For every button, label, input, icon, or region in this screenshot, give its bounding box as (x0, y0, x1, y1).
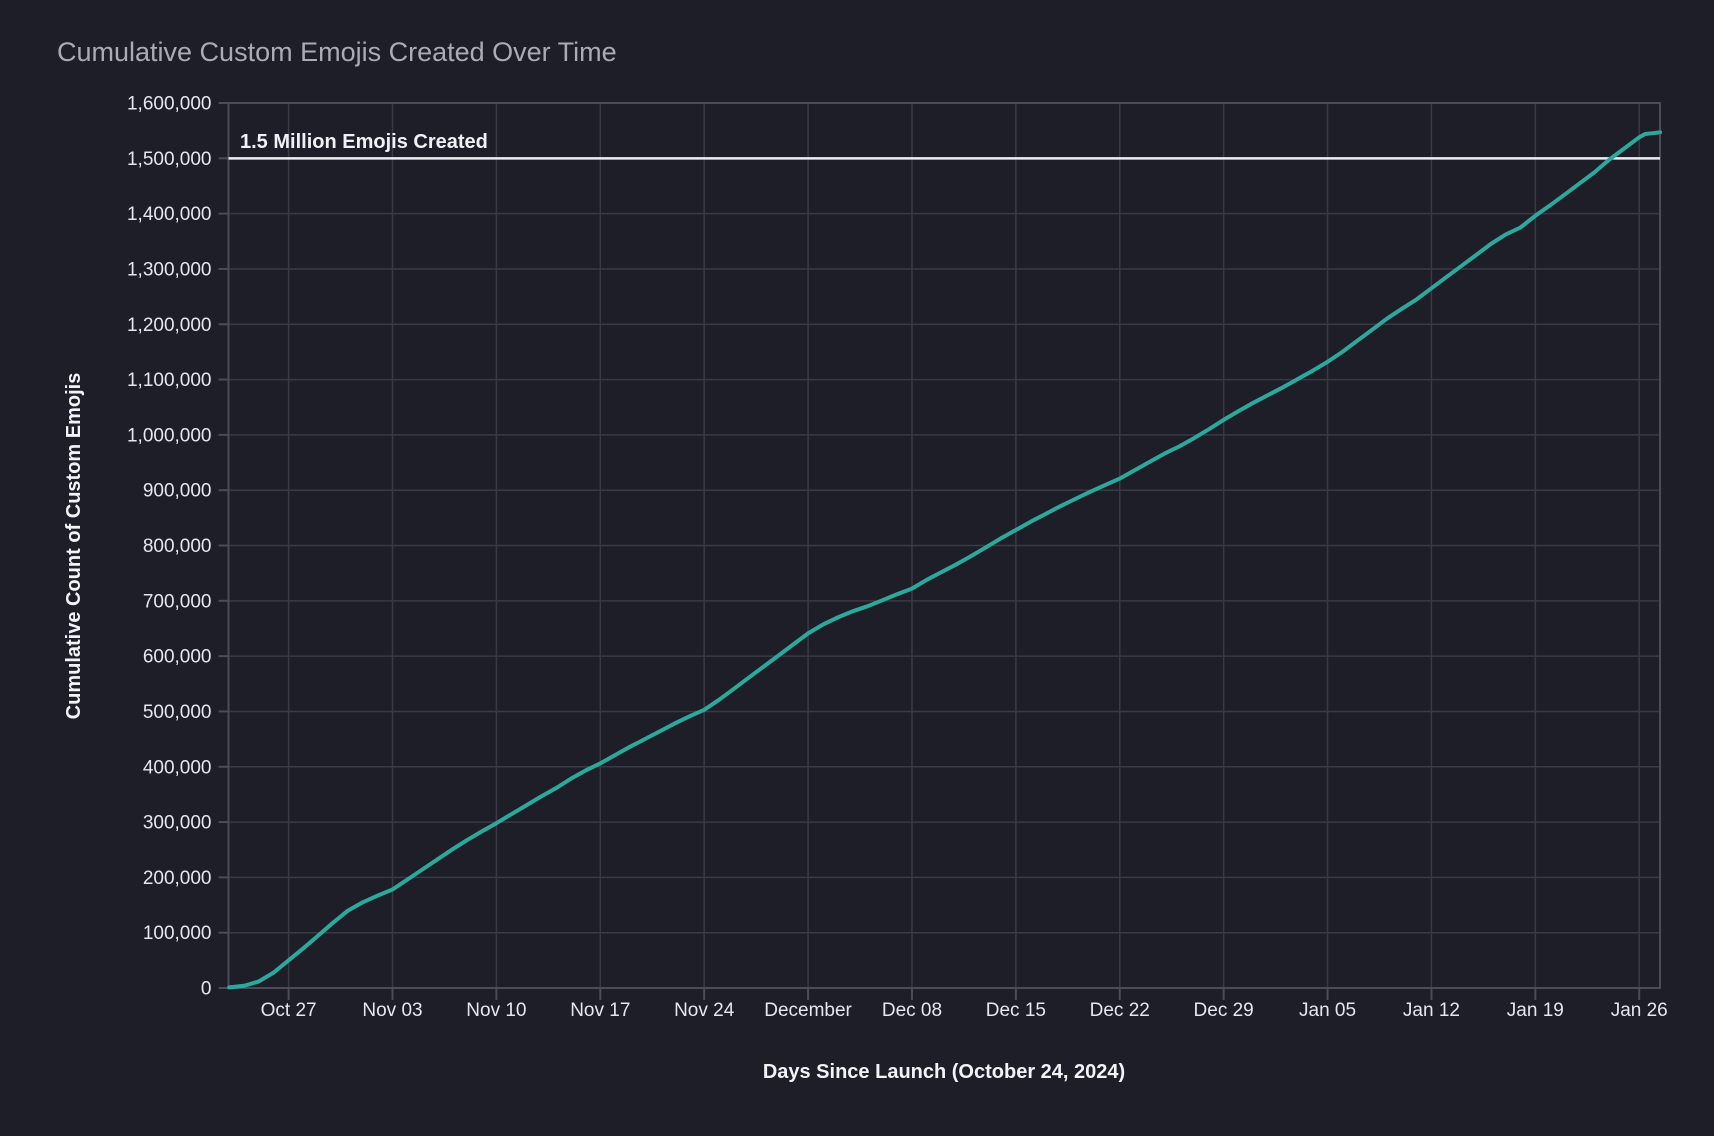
y-tick-label: 1,100,000 (127, 370, 212, 391)
x-tick-label: Nov 03 (362, 1000, 422, 1021)
y-tick-label: 800,000 (143, 536, 212, 557)
x-tick-label: Dec 22 (1090, 1000, 1150, 1021)
series-layer (227, 130, 1662, 990)
y-tick-label: 100,000 (143, 923, 212, 944)
y-tick-label: 1,400,000 (127, 204, 212, 225)
series-line-cumulative-custom-emojis (227, 130, 1662, 990)
x-tick-label: Nov 17 (570, 1000, 630, 1021)
y-tick-label: 1,500,000 (127, 149, 212, 170)
x-tick-label: Jan 12 (1403, 1000, 1460, 1021)
x-tick-label: Jan 26 (1611, 1000, 1668, 1021)
y-tick-label: 0 (201, 979, 212, 1000)
x-tick-label: Nov 24 (674, 1000, 735, 1021)
y-tick-label: 300,000 (143, 813, 212, 834)
y-tick-label: 200,000 (143, 868, 212, 889)
axis-ticks: 0 100,000 200,000 300,000 400,000 500,000 600,… (127, 94, 1668, 1022)
x-tick-label: December (764, 1000, 852, 1021)
x-tick-label: Dec 08 (882, 1000, 942, 1021)
y-tick-label: 1,600,000 (127, 94, 212, 115)
reference-line-label: 1.5 Million Emojis Created (240, 131, 488, 153)
plot-border (227, 102, 1661, 989)
y-axis-title: Cumulative Count of Custom Emojis (63, 373, 85, 720)
y-tick-label: 500,000 (143, 702, 212, 723)
gridlines (228, 102, 1660, 989)
y-tick-label: 700,000 (143, 591, 212, 612)
x-axis-title: Days Since Launch (October 24, 2024) (763, 1061, 1125, 1083)
x-tick-label: Dec 15 (986, 1000, 1046, 1021)
y-tick-label: 1,000,000 (127, 425, 212, 446)
y-tick-label: 400,000 (143, 757, 212, 778)
y-tick-label: 600,000 (143, 647, 212, 668)
x-tick-label: Jan 19 (1507, 1000, 1564, 1021)
y-tick-label: 1,200,000 (127, 315, 212, 336)
x-tick-label: Jan 05 (1299, 1000, 1356, 1021)
y-tick-label: 1,300,000 (127, 259, 212, 280)
y-tick-label: 900,000 (143, 481, 212, 502)
x-tick-label: Nov 10 (466, 1000, 526, 1021)
x-tick-label: Dec 29 (1194, 1000, 1254, 1021)
x-tick-label: Oct 27 (261, 1000, 317, 1021)
chart-title: Cumulative Custom Emojis Created Over Ti… (57, 37, 617, 67)
